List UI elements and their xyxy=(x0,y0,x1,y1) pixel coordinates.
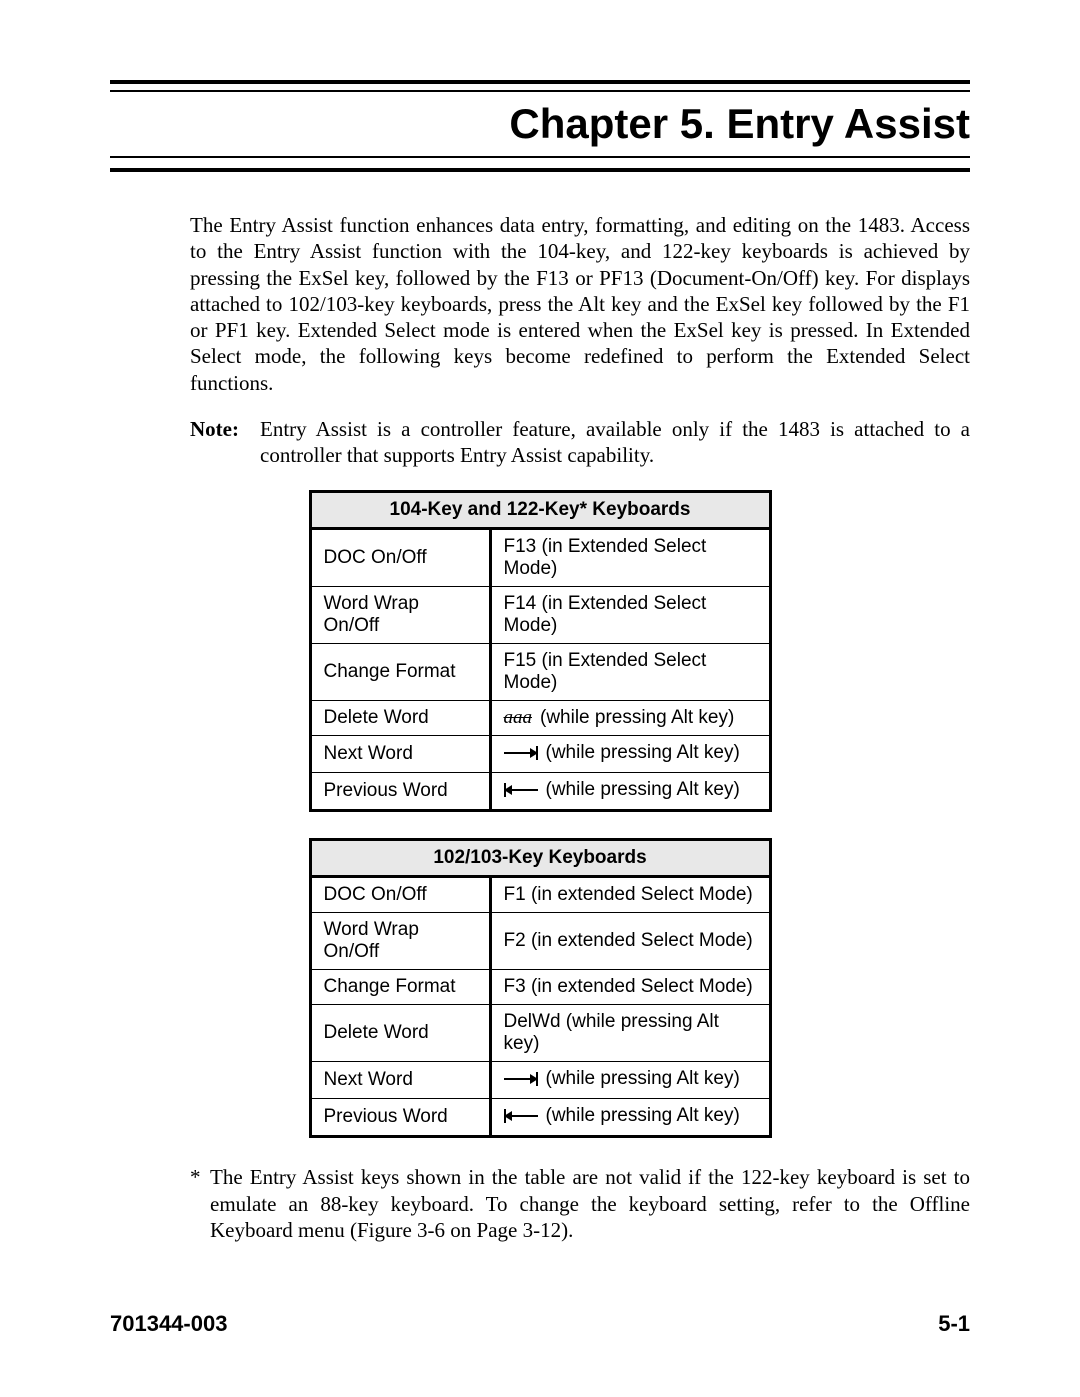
note-block: Note: Entry Assist is a controller featu… xyxy=(190,416,970,469)
table-row: Delete Wordaaa (while pressing Alt key) xyxy=(310,701,770,736)
key-cell: F2 (in extended Select Mode) xyxy=(490,913,770,970)
table-row: Word Wrap On/Off F2 (in extended Select M… xyxy=(310,913,770,970)
table2-header: 102/103-Key Keyboards xyxy=(310,840,770,877)
key-text: DelWd (while pressing Alt key) xyxy=(504,1011,757,1055)
function-cell: DOC On/Off xyxy=(310,529,490,587)
function-cell: Delete Word xyxy=(310,701,490,736)
footnote: * The Entry Assist keys shown in the tab… xyxy=(190,1164,970,1243)
footer-page-number: 5-1 xyxy=(938,1311,970,1337)
delete-word-icon: aaa xyxy=(504,707,533,729)
key-text: F13 (in Extended Select Mode) xyxy=(504,536,757,580)
tab-right-icon xyxy=(504,746,538,760)
function-cell: Previous Word xyxy=(310,773,490,811)
table-row: Word Wrap On/Off F14 (in Extended Select … xyxy=(310,587,770,644)
function-cell: Change Format xyxy=(310,970,490,1005)
key-text: F14 (in Extended Select Mode) xyxy=(504,593,757,637)
function-cell: Word Wrap On/Off xyxy=(310,587,490,644)
page: Chapter 5. Entry Assist The Entry Assist… xyxy=(0,0,1080,1397)
function-cell: Change Format xyxy=(310,644,490,701)
footer-doc-number: 701344-003 xyxy=(110,1311,227,1337)
key-cell: (while pressing Alt key) xyxy=(490,773,770,811)
key-cell: F3 (in extended Select Mode) xyxy=(490,970,770,1005)
table-row: Change Format F3 (in extended Select Mode… xyxy=(310,970,770,1005)
table1-header: 104-Key and 122-Key* Keyboards xyxy=(310,492,770,529)
key-text: F2 (in extended Select Mode) xyxy=(504,930,753,952)
intro-paragraph: The Entry Assist function enhances data … xyxy=(190,212,970,396)
tab-left-icon xyxy=(504,1109,538,1123)
tab-left-icon xyxy=(504,783,538,797)
key-text: F15 (in Extended Select Mode) xyxy=(504,650,757,694)
function-cell: Next Word xyxy=(310,1062,490,1099)
title-rule-inner: Chapter 5. Entry Assist xyxy=(110,90,970,158)
table-row: Change Format F15 (in Extended Select Mod… xyxy=(310,644,770,701)
function-cell: Next Word xyxy=(310,736,490,773)
key-cell: F14 (in Extended Select Mode) xyxy=(490,587,770,644)
key-cell: (while pressing Alt key) xyxy=(490,736,770,773)
key-cell: (while pressing Alt key) xyxy=(490,1099,770,1137)
key-text: (while pressing Alt key) xyxy=(546,779,740,801)
key-cell: aaa (while pressing Alt key) xyxy=(490,701,770,736)
table-row: Delete Word DelWd (while pressing Alt key… xyxy=(310,1005,770,1062)
key-text: F1 (in extended Select Mode) xyxy=(504,884,753,906)
key-text: (while pressing Alt key) xyxy=(540,707,734,729)
title-rule-block: Chapter 5. Entry Assist xyxy=(110,80,970,172)
table-row: Next Word (while pressing Alt key) xyxy=(310,736,770,773)
table-row: Previous Word (while pressing Alt key) xyxy=(310,1099,770,1137)
page-footer: 701344-003 5-1 xyxy=(110,1311,970,1337)
key-cell: (while pressing Alt key) xyxy=(490,1062,770,1099)
table-row: DOC On/Off F1 (in extended Select Mode) xyxy=(310,877,770,913)
table-102-103: 102/103-Key Keyboards DOC On/Off F1 (in e… xyxy=(309,838,772,1138)
function-cell: Delete Word xyxy=(310,1005,490,1062)
key-cell: F1 (in extended Select Mode) xyxy=(490,877,770,913)
chapter-title: Chapter 5. Entry Assist xyxy=(110,94,970,154)
table-row: Next Word (while pressing Alt key) xyxy=(310,1062,770,1099)
key-text: (while pressing Alt key) xyxy=(546,1068,740,1090)
tab-right-icon xyxy=(504,1072,538,1086)
function-cell: DOC On/Off xyxy=(310,877,490,913)
note-label: Note: xyxy=(190,416,260,469)
note-body: Entry Assist is a controller feature, av… xyxy=(260,416,970,469)
function-cell: Previous Word xyxy=(310,1099,490,1137)
table-104-122: 104-Key and 122-Key* Keyboards DOC On/Of… xyxy=(309,490,772,812)
key-cell: F13 (in Extended Select Mode) xyxy=(490,529,770,587)
key-text: (while pressing Alt key) xyxy=(546,1105,740,1127)
key-cell: F15 (in Extended Select Mode) xyxy=(490,644,770,701)
footnote-star: * xyxy=(190,1164,210,1243)
footnote-body: The Entry Assist keys shown in the table… xyxy=(210,1164,970,1243)
function-cell: Word Wrap On/Off xyxy=(310,913,490,970)
key-text: (while pressing Alt key) xyxy=(546,742,740,764)
table-row: DOC On/Off F13 (in Extended Select Mode) xyxy=(310,529,770,587)
table-row: Previous Word (while pressing Alt key) xyxy=(310,773,770,811)
key-cell: DelWd (while pressing Alt key) xyxy=(490,1005,770,1062)
key-text: F3 (in extended Select Mode) xyxy=(504,976,753,998)
